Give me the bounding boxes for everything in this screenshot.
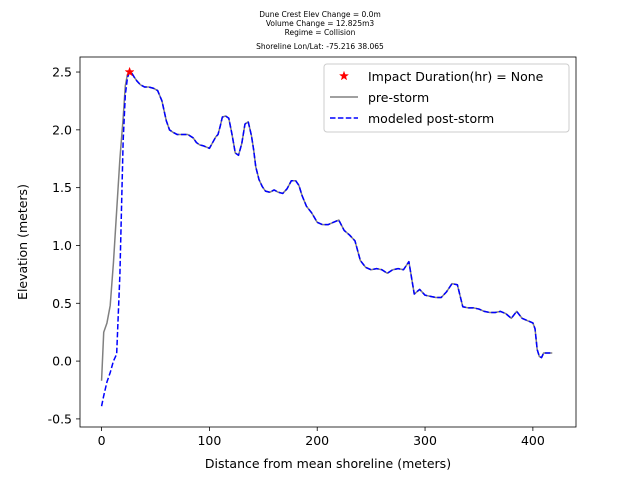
- y-tick-label-0: -0.5: [48, 411, 72, 426]
- y-tick-label-1: 0.0: [52, 354, 72, 369]
- title-line-2: Volume Change = 12.825m3: [266, 19, 375, 28]
- legend-box: [323, 63, 570, 133]
- x-tick-label-4: 400: [521, 433, 545, 448]
- legend-label-pre-storm: pre-storm: [368, 90, 429, 105]
- y-tick-label-2: 0.5: [52, 296, 72, 311]
- legend-label-impact: Impact Duration(hr) = None: [368, 69, 544, 84]
- title-line-1: Dune Crest Elev Change = 0.0m: [259, 10, 381, 19]
- y-tick-label-4: 1.5: [52, 180, 72, 195]
- x-axis-label: Distance from mean shoreline (meters): [205, 456, 451, 471]
- title-line-4: Shoreline Lon/Lat: -75.216 38.065: [256, 42, 384, 51]
- legend-label-post-storm: modeled post-storm: [368, 111, 494, 126]
- y-tick-label-5: 2.0: [52, 122, 72, 137]
- chart-title: Dune Crest Elev Change = 0.0m Volume Cha…: [256, 10, 384, 51]
- x-tick-label-2: 200: [305, 433, 329, 448]
- title-line-3: Regime = Collision: [285, 28, 356, 37]
- x-tick-label-3: 300: [413, 433, 437, 448]
- x-tick-label-1: 100: [197, 433, 221, 448]
- series-layer: [100, 66, 553, 407]
- y-tick-label-6: 2.5: [52, 65, 72, 80]
- legend: Impact Duration(hr) = None pre-storm mod…: [323, 63, 570, 133]
- legend-star-marker: [338, 70, 350, 81]
- plot-frame: [79, 56, 577, 428]
- post-storm-line: [100, 71, 553, 407]
- x-tick-label-0: 0: [98, 433, 106, 448]
- y-axis-label: Elevation (meters): [15, 184, 30, 300]
- y-axis: -0.5 0.0 0.5 1.0 1.5 2.0 2.5: [48, 65, 80, 426]
- y-tick-label-3: 1.0: [52, 238, 72, 253]
- impact-star-marker: [124, 66, 135, 77]
- x-axis: 0 100 200 300 400: [98, 427, 545, 448]
